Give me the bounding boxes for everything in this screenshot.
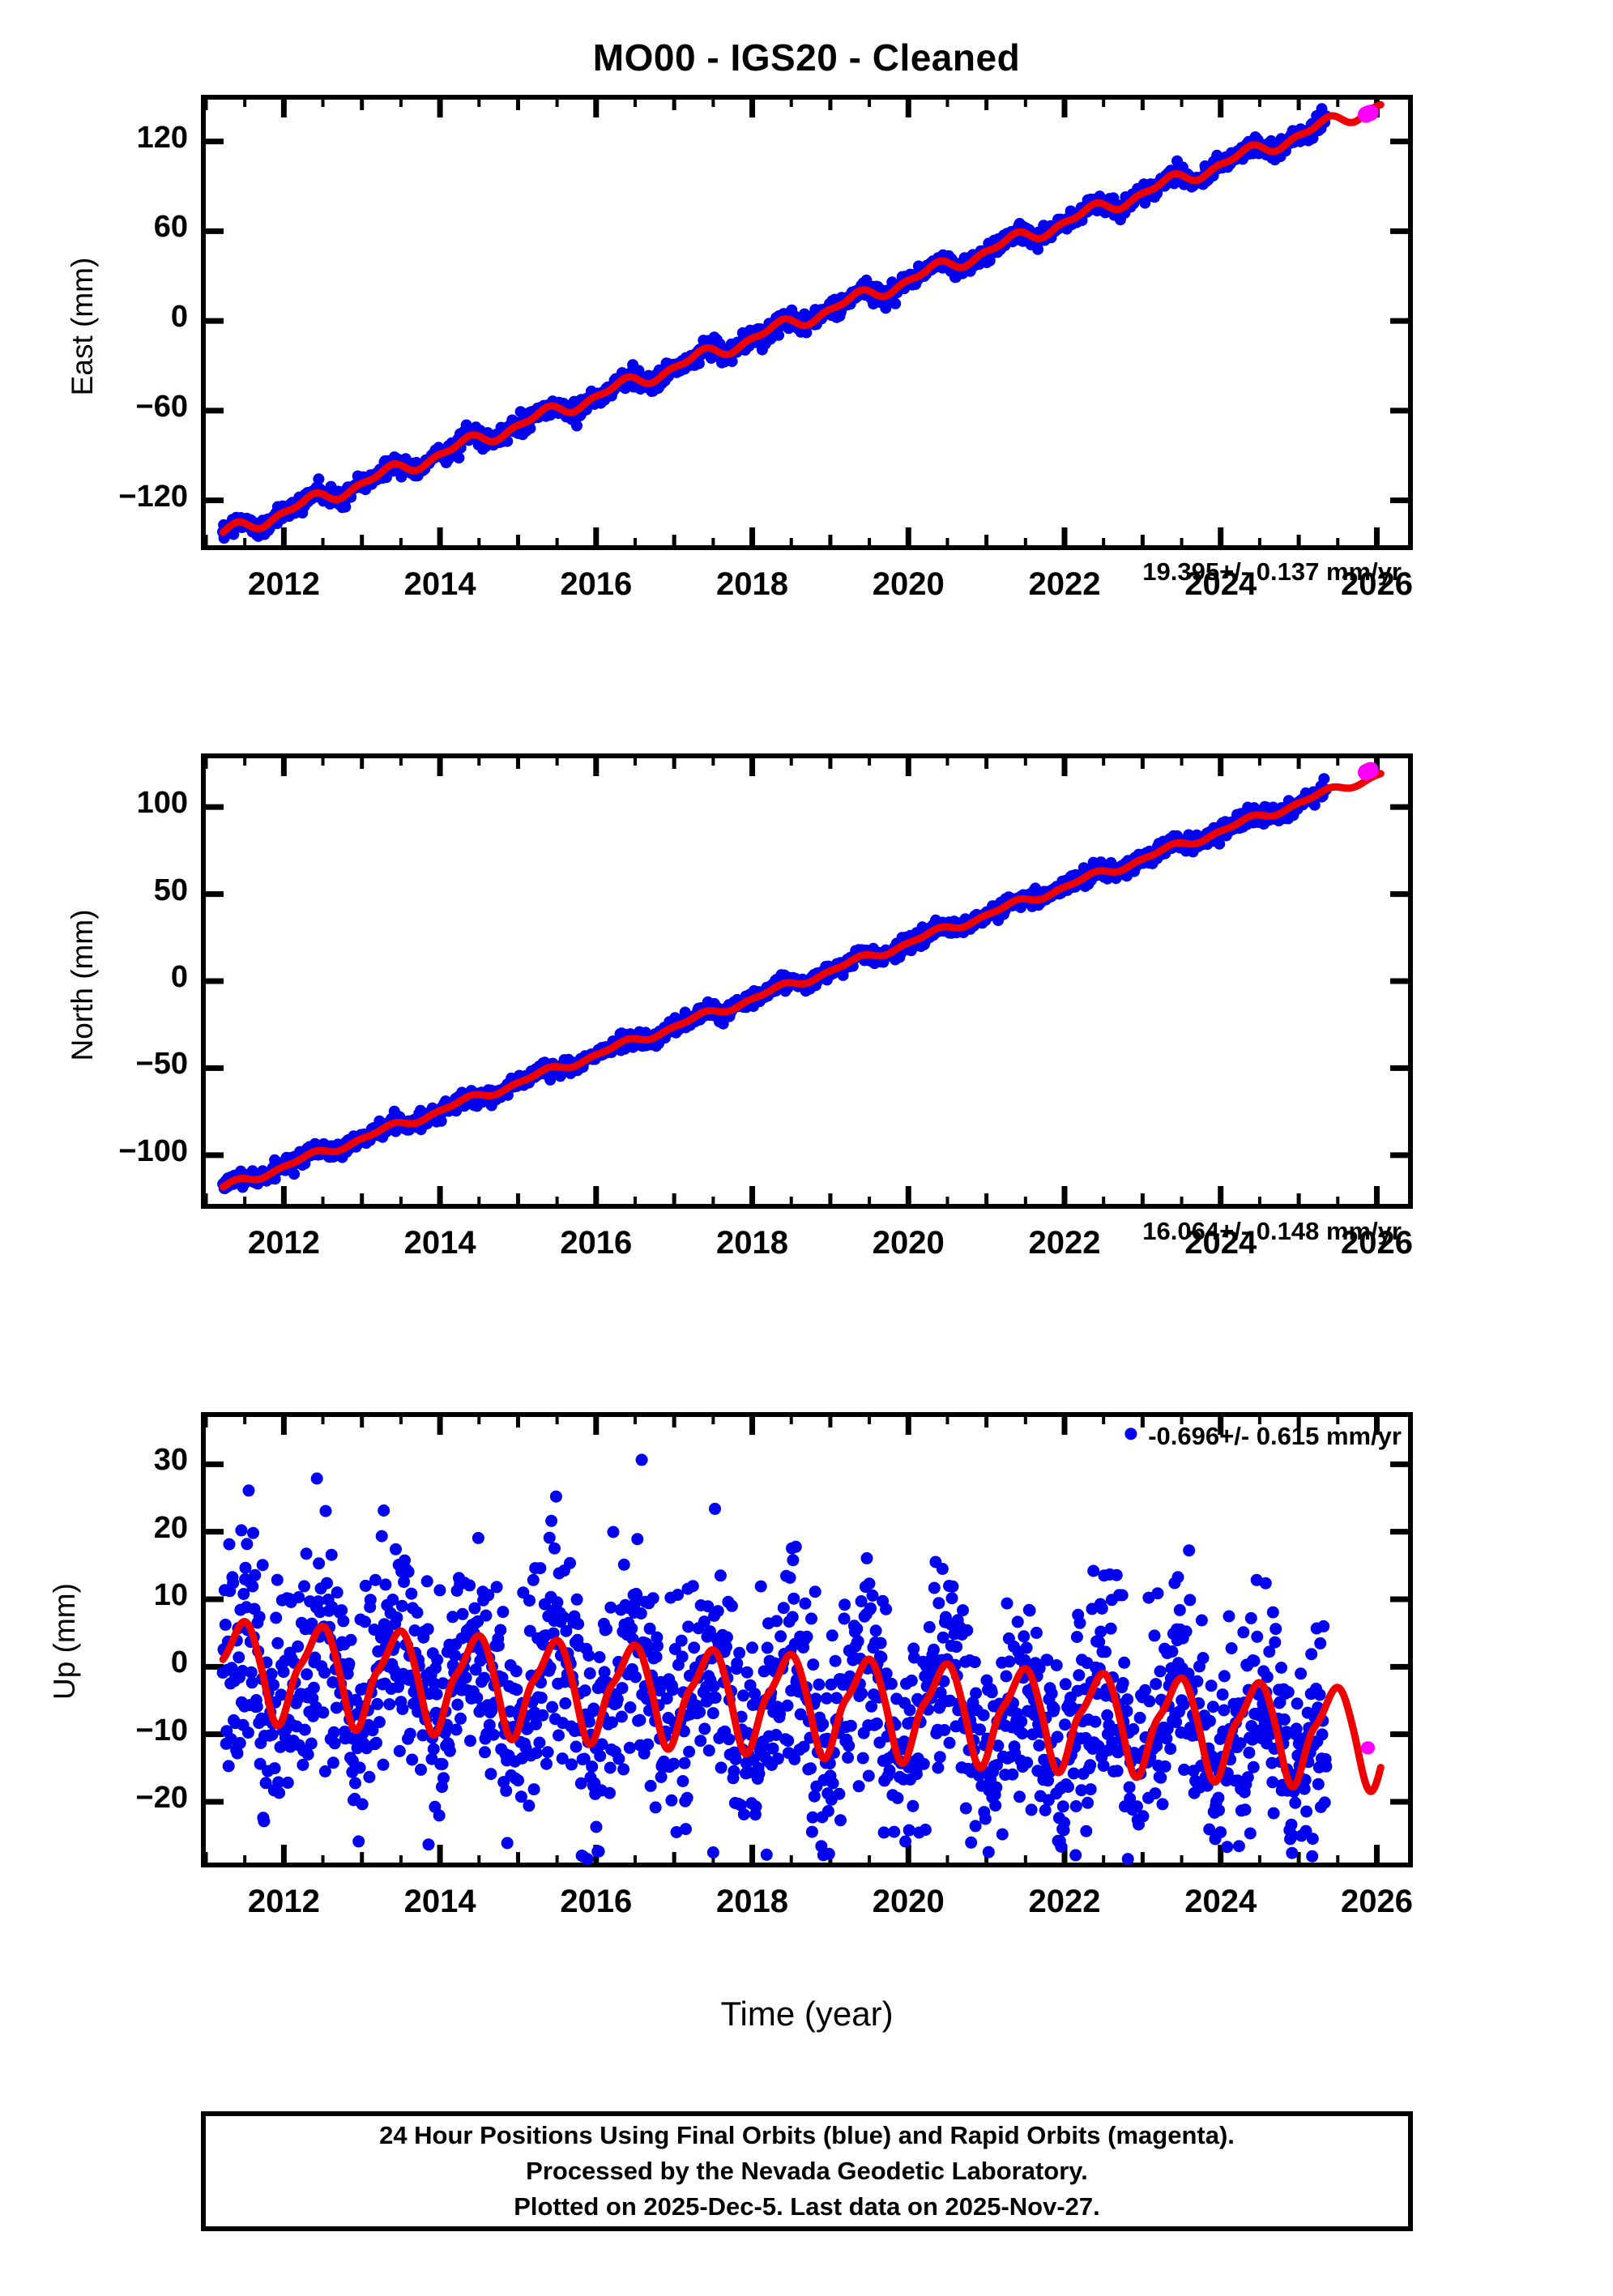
panel-north-xtick-5: 2022	[1028, 1225, 1101, 1261]
panel-east-ytick-0: 120	[136, 120, 188, 155]
panel-north-xtick-3: 2018	[716, 1225, 789, 1261]
panel-up-xtick-0: 2012	[247, 1884, 320, 1919]
panel-east-xtick-4: 2020	[872, 566, 945, 602]
panel-up-ytick-0: 30	[153, 1443, 188, 1478]
panel-north-xtick-6: 2024	[1184, 1225, 1257, 1261]
panel-up-ytick-3: 0	[170, 1645, 188, 1680]
panel-north-xtick-7: 2026	[1340, 1225, 1413, 1261]
panel-north-xtick-0: 2012	[247, 1225, 320, 1261]
panel-east-xtick-7: 2026	[1340, 566, 1413, 602]
panel-north-ytick-2: 0	[170, 960, 188, 994]
panel-north-xtick-4: 2020	[872, 1225, 945, 1261]
panel-up-xtick-6: 2024	[1184, 1884, 1257, 1919]
panel-north-ytick-4: −100	[118, 1133, 188, 1168]
panel-north-ytick-0: 100	[136, 786, 188, 821]
panel-east-xtick-3: 2018	[716, 566, 789, 602]
panel-north-plot	[203, 758, 1408, 1204]
panel-up-xtick-7: 2026	[1340, 1884, 1413, 1919]
panel-north-ytick-1: 50	[153, 873, 188, 907]
footer-note-box: 24 Hour Positions Using Final Orbits (bl…	[201, 2111, 1413, 2231]
panel-east-xtick-1: 2014	[403, 566, 476, 602]
panel-north-xtick-2: 2016	[560, 1225, 633, 1261]
panel-east-ytick-3: −60	[135, 389, 188, 424]
panel-east-plot	[203, 100, 1408, 545]
panel-up-ytick-5: −20	[135, 1781, 188, 1815]
panel-north-xtick-1: 2014	[403, 1225, 476, 1261]
x-axis-title: Time (year)	[720, 1995, 894, 2033]
panel-east-xtick-5: 2022	[1028, 566, 1101, 602]
panel-north-ytick-3: −50	[135, 1047, 188, 1082]
panel-up-plot	[203, 1417, 1408, 1866]
panel-east-ytick-4: −120	[118, 479, 188, 514]
footer-line-3: Plotted on 2025-Dec-5. Last data on 2025…	[514, 2192, 1100, 2221]
footer-line-1: 24 Hour Positions Using Final Orbits (bl…	[379, 2120, 1235, 2149]
panel-up	[201, 1412, 1413, 1867]
panel-east-xtick-2: 2016	[560, 566, 633, 602]
panel-east-xtick-6: 2024	[1184, 566, 1257, 602]
footer-line-2: Processed by the Nevada Geodetic Laborat…	[526, 2156, 1088, 2185]
panel-up-xtick-5: 2022	[1028, 1884, 1101, 1919]
figure-title: MO00 - IGS20 - Cleaned	[592, 36, 1021, 79]
panel-up-xtick-1: 2014	[403, 1884, 476, 1919]
panel-up-xtick-4: 2020	[872, 1884, 945, 1919]
panel-east-ytick-2: 0	[170, 300, 188, 335]
panel-up-ytick-2: 10	[153, 1578, 188, 1612]
panel-up-ytick-1: 20	[153, 1510, 188, 1545]
panel-up-ytick-4: −10	[135, 1713, 188, 1748]
panel-up-xtick-2: 2016	[560, 1884, 633, 1919]
panel-up-rate-annotation: -0.696+/- 0.615 mm/yr	[1148, 1422, 1402, 1450]
panel-east	[201, 95, 1413, 550]
panel-north	[201, 753, 1413, 1209]
panel-east-ytick-1: 60	[153, 210, 188, 245]
panel-up-xtick-3: 2018	[716, 1884, 789, 1919]
panel-east-xtick-0: 2012	[247, 566, 320, 602]
panel-east-rate-annotation: 19.395+/- 0.137 mm/yr	[1142, 557, 1402, 586]
panel-north-rate-annotation: 16.064+/- 0.148 mm/yr	[1142, 1217, 1402, 1245]
